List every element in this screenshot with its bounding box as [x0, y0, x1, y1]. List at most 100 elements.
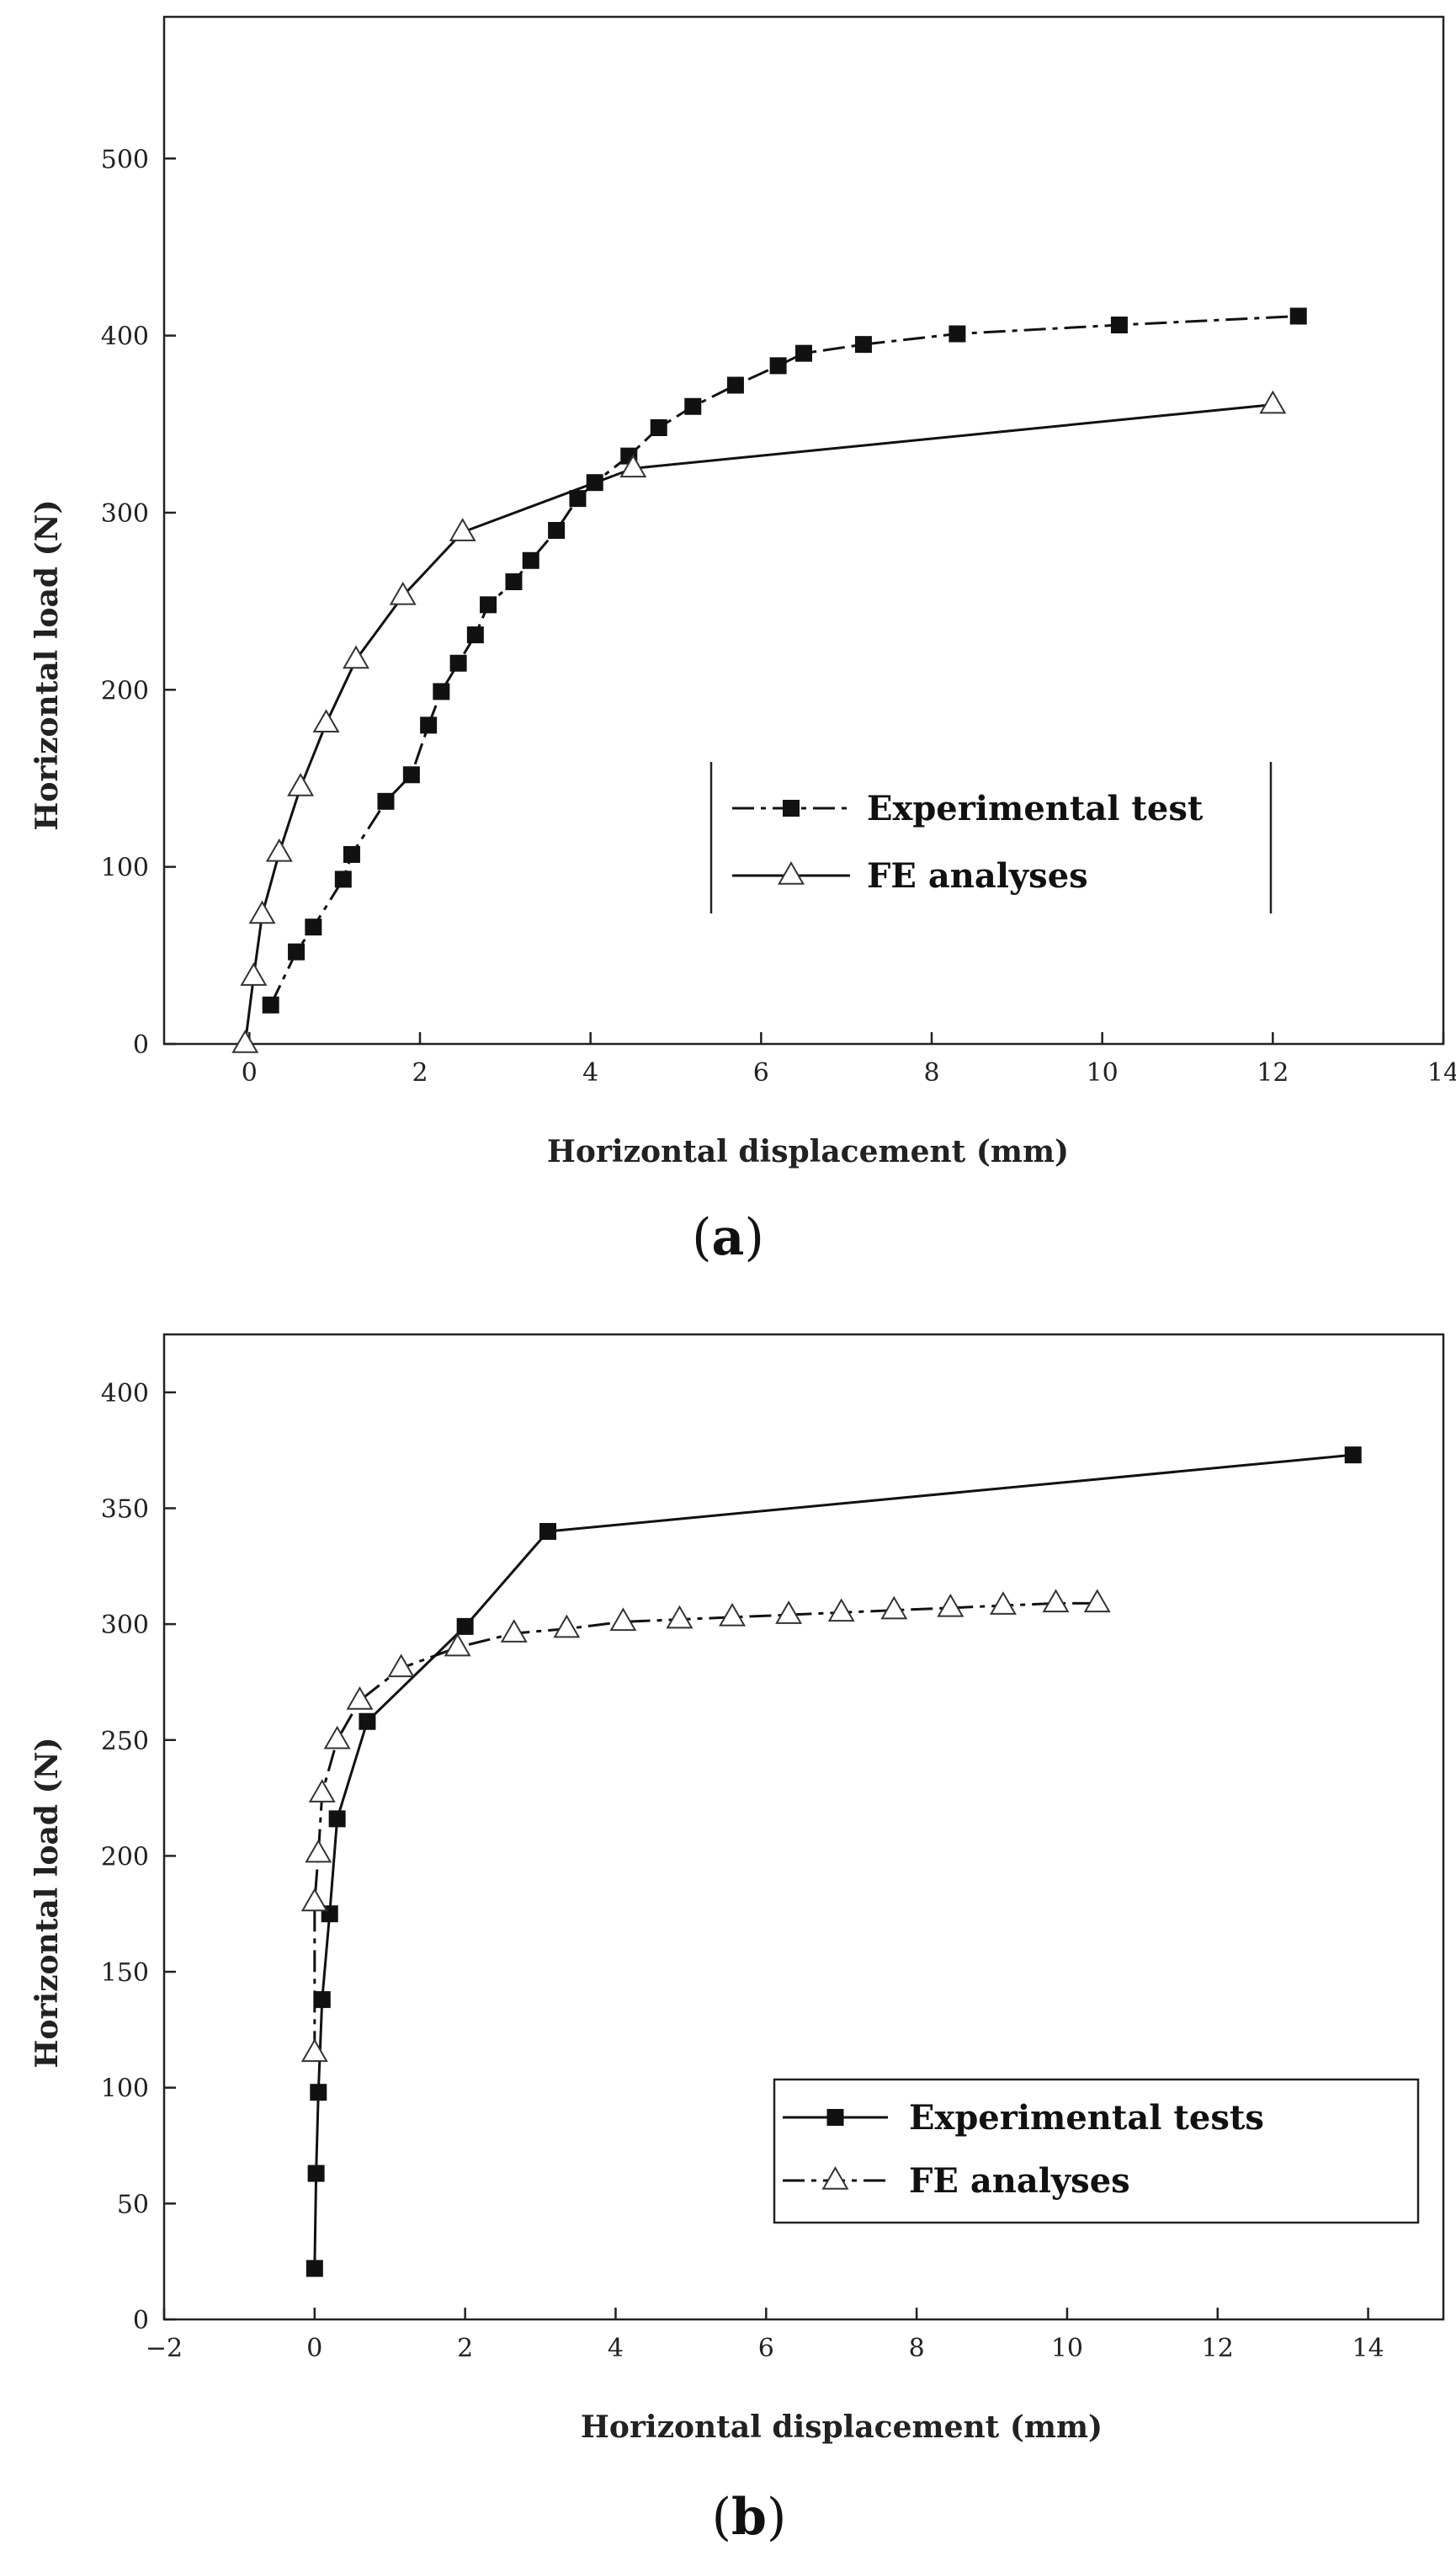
chart-b-y-tick-label: 50 [117, 2190, 149, 2219]
chart-a-series-0-point [684, 397, 702, 415]
chart-b-series-0-point [313, 1991, 331, 2009]
chart-b-legend-swatch-marker [821, 2165, 849, 2190]
chart-b-series-1-point [444, 1632, 471, 1657]
chart-a-y-tick-label: 300 [101, 499, 149, 529]
chart-b-y-tick-label: 250 [101, 1727, 149, 1756]
chart-b-panel-label: (b) [712, 2488, 787, 2547]
chart-a-series-1-point [343, 645, 369, 669]
chart-b-series-1-point [719, 1602, 747, 1627]
chart-a-series-0-point [505, 573, 523, 590]
chart-a-series-1-point [449, 518, 476, 541]
chart-a-x-tick-label: 6 [753, 1058, 769, 1088]
chart-b-plot-frame [162, 1333, 1445, 2321]
chart-b-series-0-point [1344, 1446, 1362, 1464]
chart-b-legend-label: Experimental tests [909, 2098, 1264, 2138]
chart-a-series-0-point [726, 376, 744, 394]
chart-b-y-tick-label: 200 [101, 1842, 149, 1872]
chart-b-series-0-point [328, 1810, 346, 1828]
chart-a-y-tick-label: 400 [101, 322, 149, 352]
chart-a-series-0-point [650, 419, 667, 436]
chart-b-series-1-point [666, 1605, 693, 1629]
chart-a-series-0-point [433, 683, 450, 700]
chart-b-x-tick-label: 6 [758, 2334, 774, 2363]
chart-a-legend-label: FE analyses [867, 856, 1088, 896]
chart-b-x-tick-label: 10 [1051, 2334, 1083, 2363]
chart-a-series-0-point [795, 344, 812, 362]
chart-b-y-tick-label: 400 [101, 1379, 149, 1408]
chart-b-series-1-point [346, 1685, 374, 1710]
chart-a-plot-frame [162, 15, 1445, 1046]
chart-a-series-0-point [569, 490, 587, 508]
chart-a-x-tick-label: 4 [582, 1058, 598, 1088]
chart-a-y-tick-label: 200 [101, 676, 149, 706]
chart-a-series-0-point [854, 336, 872, 354]
chart-b-xlabel: Horizontal displacement (mm) [581, 2410, 1103, 2445]
chart-b-series-0-point [307, 2165, 325, 2182]
chart-a-series-1-point [265, 838, 293, 862]
chart-a-series-0-point [480, 596, 497, 614]
chart-a-legend-swatch-marker [783, 800, 800, 817]
chart-b-series-1-point [775, 1600, 803, 1624]
chart-b-y-tick-label: 150 [101, 1958, 149, 1988]
chart-a-series-0-point [466, 626, 484, 644]
chart-b-x-tick-label: −2 [146, 2334, 183, 2363]
chart-b-series-0-line [313, 1453, 1353, 2269]
chart-b-x-tick-label: 4 [608, 2334, 624, 2363]
chart-a-legend-label: Experimental test [867, 789, 1204, 828]
chart-b-legend: Experimental tests FE analyses [773, 2078, 1420, 2224]
chart-b-y-tick-label: 100 [101, 2074, 149, 2104]
chart-b-legend-label: FE analyses [909, 2161, 1130, 2201]
chart-b-series-1-point [500, 1619, 528, 1643]
chart-a-series-0-point [548, 522, 566, 539]
chart-b-ylabel: Horizontal load (N) [29, 1737, 65, 2068]
chart-b-series-0-point [310, 2084, 327, 2101]
chart-a-ylabel: Horizontal load (N) [29, 499, 65, 830]
chart-a-series-1-point [389, 581, 417, 605]
chart-a-y-tick-label: 100 [101, 854, 149, 883]
chart-b-series-1-point [323, 1725, 351, 1749]
chart-b-series-1-point [300, 2038, 328, 2063]
chart-b-series-1-point [305, 1839, 332, 1863]
chart-b-series-0-point [456, 1617, 474, 1635]
chart-a-series-0-line [269, 314, 1299, 1006]
chart-a-series-1-point [248, 900, 276, 924]
chart-a-series-1-point [287, 772, 315, 796]
chart-a-series-0-point [420, 716, 438, 734]
chart-a-series-0-point [949, 325, 966, 343]
chart-b-series-1-point [387, 1653, 415, 1678]
chart-b-x-tick-label: 14 [1352, 2334, 1384, 2363]
chart-a-series-0-point [1110, 317, 1128, 333]
chart-a-legend: Experimental test FE analyses [709, 762, 1273, 913]
chart-b-series-1-point [609, 1607, 637, 1632]
chart-a-x-tick-label: 14 [1427, 1058, 1456, 1088]
chart-b-y-tick-label: 350 [101, 1494, 149, 1524]
chart-b-x-tick-label: 12 [1202, 2334, 1234, 2363]
chart-a-x-tick-label: 10 [1087, 1058, 1119, 1088]
chart-a-series-0-point [334, 871, 352, 888]
chart-a-panel-label: (a) [692, 1208, 764, 1267]
chart-a-series-0-point [402, 766, 420, 784]
chart-panel-a: Horizontal load (N) Horizontal displacem… [29, 15, 1456, 1267]
chart-b-series-1-point [308, 1779, 336, 1803]
chart-a-series-0-point [1289, 307, 1307, 325]
chart-b-series-1-point [1083, 1589, 1111, 1613]
chart-a-series-1-point [312, 709, 340, 733]
chart-b-series-1-point [880, 1595, 908, 1620]
chart-a-x-tick-label: 12 [1257, 1058, 1289, 1088]
chart-b-series-1-point [989, 1591, 1017, 1615]
chart-b-series-1-point [1042, 1589, 1070, 1613]
chart-b-series-1-line [313, 1601, 1097, 2053]
chart-a-x-tick-label: 8 [923, 1058, 939, 1088]
chart-b-series-0-point [359, 1712, 376, 1730]
chart-b-series-1-point [827, 1598, 855, 1622]
chart-b-legend-swatch-marker [826, 2109, 844, 2126]
chart-a-series-1-point [240, 962, 268, 986]
chart-panel-b: Horizontal load (N) Horizontal displacem… [29, 1333, 1445, 2547]
chart-b-y-tick-label: 0 [133, 2306, 149, 2335]
chart-b-series-0-point [306, 2260, 323, 2277]
chart-a-y-tick-label: 0 [133, 1030, 149, 1060]
chart-b-series-1-point [300, 1888, 328, 1912]
chart-a-series-0-point [343, 845, 360, 863]
chart-a-y-tick-label: 500 [101, 145, 149, 174]
chart-b-x-tick-label: 2 [457, 2334, 473, 2363]
